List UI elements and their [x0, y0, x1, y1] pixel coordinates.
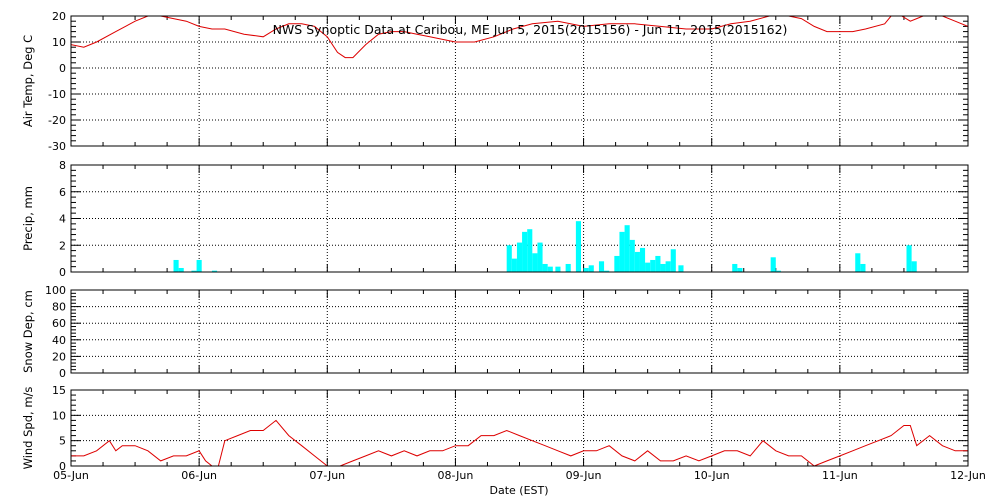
precip-bar: [522, 231, 528, 272]
x-tick-label: 07-Jun: [309, 469, 345, 482]
precip-bar: [532, 253, 538, 272]
panel-frame: [70, 289, 969, 374]
y-tick-label: 0: [59, 266, 66, 279]
panel-frame: [70, 164, 969, 273]
y-axis-label: Air Temp, Deg C: [21, 35, 35, 127]
precip-bar: [565, 263, 571, 272]
x-tick-label: 05-Jun: [53, 469, 89, 482]
y-tick-label: 4: [59, 213, 66, 226]
y-tick-label: 8: [59, 159, 66, 172]
precip-bar: [619, 231, 625, 272]
precip-bar: [906, 245, 912, 272]
y-tick-label: -30: [48, 140, 66, 153]
y-tick-label: 10: [52, 409, 66, 422]
precip-bar: [624, 225, 630, 272]
panel-frame: [70, 15, 969, 147]
y-tick-label: 5: [59, 435, 66, 448]
y-tick-label: 15: [52, 384, 66, 397]
x-tick-label: 08-Jun: [438, 469, 474, 482]
y-tick-label: -10: [48, 88, 66, 101]
precip-bar: [650, 259, 656, 272]
y-tick-label: 0: [59, 62, 66, 75]
precip-bar: [604, 270, 610, 272]
precip-bar: [555, 266, 561, 272]
precip-bar: [770, 257, 776, 272]
precip-bar: [860, 263, 866, 272]
x-tick-label: 10-Jun: [694, 469, 730, 482]
precip-bar: [575, 221, 582, 272]
y-tick-label: 0: [59, 460, 66, 473]
y-tick-label: 6: [59, 186, 66, 199]
precip-bar: [537, 242, 543, 272]
precip-bar: [583, 267, 589, 272]
y-tick-label: -20: [48, 114, 66, 127]
precip-bar: [542, 263, 548, 272]
precip-bar: [588, 265, 594, 272]
y-tick-label: 80: [52, 301, 66, 314]
precip-bar: [655, 255, 661, 272]
precip-bar: [629, 239, 635, 272]
y-tick-label: 100: [45, 284, 66, 297]
x-tick-label: 09-Jun: [566, 469, 602, 482]
y-tick-label: 0: [59, 367, 66, 380]
y-axis-label: Snow Dep, cm: [21, 290, 35, 373]
precip-bar: [911, 261, 917, 272]
y-tick-label: 60: [52, 317, 66, 330]
chart-title: NWS Synoptic Data at Caribou, ME Jun 5, …: [273, 22, 788, 37]
precip-bar: [614, 255, 620, 272]
precip-bar: [211, 270, 218, 272]
precip-bar: [511, 258, 517, 272]
precip-bar: [173, 259, 179, 272]
precip-bar: [191, 270, 197, 272]
y-axis-label: Precip, mm: [21, 186, 35, 251]
precip-bar: [506, 245, 512, 272]
x-tick-label: 11-Jun: [822, 469, 858, 482]
precip-bar: [598, 261, 605, 272]
y-tick-label: 2: [59, 239, 66, 252]
x-axis-label: Date (EST): [489, 484, 548, 497]
precip-bar: [639, 247, 646, 272]
precip-bar: [732, 263, 738, 272]
precip-bar: [178, 267, 184, 272]
y-axis-label: Wind Spd, m/s: [21, 387, 35, 470]
precip-bar: [516, 242, 523, 272]
y-tick-label: 20: [52, 350, 66, 363]
x-tick-label: 06-Jun: [181, 469, 217, 482]
precip-bar: [855, 253, 861, 272]
precip-bar: [196, 259, 202, 272]
precip-bar: [660, 263, 666, 272]
panel-frame: [70, 389, 969, 467]
y-tick-label: 40: [52, 334, 66, 347]
x-tick-label: 12-Jun: [950, 469, 986, 482]
series-line-0: [71, 16, 968, 59]
precip-bar: [670, 249, 676, 272]
precip-bar: [527, 229, 533, 272]
precip-bar: [665, 261, 671, 272]
precip-bar: [775, 270, 781, 272]
y-tick-label: 20: [52, 10, 66, 23]
precip-bar: [678, 265, 684, 272]
y-tick-label: 10: [52, 36, 66, 49]
precip-bar: [737, 267, 743, 272]
precip-bar: [634, 251, 640, 272]
precip-bar: [645, 262, 651, 272]
series-line-3: [71, 419, 968, 466]
precip-bar: [547, 266, 553, 272]
